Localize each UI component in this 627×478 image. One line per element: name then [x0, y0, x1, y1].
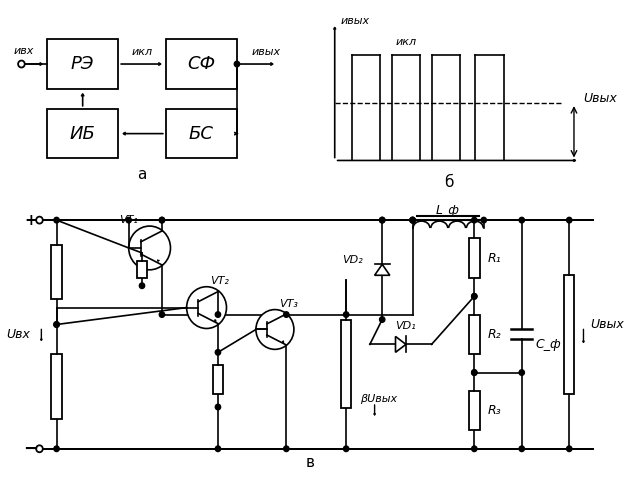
Bar: [166, 109, 237, 159]
Circle shape: [215, 349, 221, 355]
Bar: [469, 239, 480, 278]
Bar: [469, 391, 480, 431]
Polygon shape: [396, 337, 406, 352]
Text: C_ф: C_ф: [535, 338, 561, 351]
Circle shape: [234, 61, 240, 67]
Circle shape: [567, 446, 572, 452]
Circle shape: [472, 293, 477, 299]
Text: в: в: [306, 455, 315, 470]
Circle shape: [410, 217, 415, 223]
Circle shape: [410, 217, 415, 223]
Bar: [47, 39, 119, 89]
Text: б: б: [444, 175, 453, 190]
Bar: [469, 315, 480, 354]
Circle shape: [187, 287, 226, 328]
Circle shape: [379, 217, 385, 223]
Text: −: −: [23, 440, 38, 458]
Circle shape: [54, 322, 59, 327]
Circle shape: [159, 217, 165, 223]
Text: БС: БС: [189, 125, 214, 142]
Circle shape: [139, 283, 145, 289]
Circle shape: [129, 226, 171, 270]
Text: ивых: ивых: [251, 47, 280, 57]
Circle shape: [567, 217, 572, 223]
Circle shape: [472, 446, 477, 452]
Text: R₃: R₃: [488, 404, 501, 417]
Circle shape: [379, 217, 385, 223]
Text: Uвых: Uвых: [584, 92, 617, 105]
Circle shape: [54, 446, 59, 452]
Bar: [213, 366, 223, 394]
Text: Uвых: Uвых: [590, 318, 624, 331]
Text: βUвых: βUвых: [361, 394, 398, 404]
Circle shape: [215, 446, 221, 452]
Circle shape: [519, 217, 524, 223]
Text: R₂: R₂: [488, 328, 501, 341]
Polygon shape: [374, 264, 390, 275]
Circle shape: [283, 446, 289, 452]
Bar: [166, 39, 237, 89]
Circle shape: [159, 312, 165, 317]
Circle shape: [36, 445, 43, 452]
Circle shape: [256, 310, 294, 349]
Circle shape: [215, 312, 221, 317]
Circle shape: [159, 217, 165, 223]
Text: ивых: ивых: [340, 16, 369, 26]
Circle shape: [472, 293, 477, 299]
Circle shape: [472, 370, 477, 375]
Text: РЭ: РЭ: [71, 55, 95, 73]
Text: VT₂: VT₂: [210, 276, 229, 286]
Text: СФ: СФ: [187, 55, 216, 73]
Text: икл: икл: [396, 36, 416, 46]
Circle shape: [410, 217, 415, 223]
Circle shape: [18, 61, 24, 67]
Bar: [51, 245, 62, 299]
Text: Uвх: Uвх: [6, 328, 30, 341]
Circle shape: [519, 446, 524, 452]
Circle shape: [344, 446, 349, 452]
Circle shape: [481, 217, 487, 223]
Circle shape: [54, 322, 59, 327]
Text: VT₃: VT₃: [279, 299, 298, 309]
Circle shape: [215, 404, 221, 410]
Circle shape: [519, 370, 524, 375]
Text: ИБ: ИБ: [70, 125, 95, 142]
Circle shape: [379, 317, 385, 322]
Circle shape: [36, 217, 43, 224]
Bar: [47, 109, 119, 159]
Text: R₁: R₁: [488, 252, 501, 265]
Text: икл: икл: [132, 47, 152, 57]
Text: а: а: [137, 167, 147, 182]
Circle shape: [472, 217, 477, 223]
Circle shape: [283, 312, 289, 317]
Text: L_ф: L_ф: [436, 204, 460, 217]
Bar: [51, 354, 62, 419]
Circle shape: [472, 370, 477, 375]
Bar: [564, 275, 574, 394]
Bar: [341, 320, 351, 408]
Text: VT₁: VT₁: [119, 215, 138, 225]
Bar: [137, 261, 147, 278]
Text: ивх: ивх: [14, 46, 34, 56]
Text: VD₂: VD₂: [342, 255, 363, 265]
Text: VD₁: VD₁: [395, 322, 416, 331]
Text: +: +: [24, 213, 37, 228]
Circle shape: [54, 217, 59, 223]
Circle shape: [126, 217, 132, 223]
Circle shape: [344, 312, 349, 317]
